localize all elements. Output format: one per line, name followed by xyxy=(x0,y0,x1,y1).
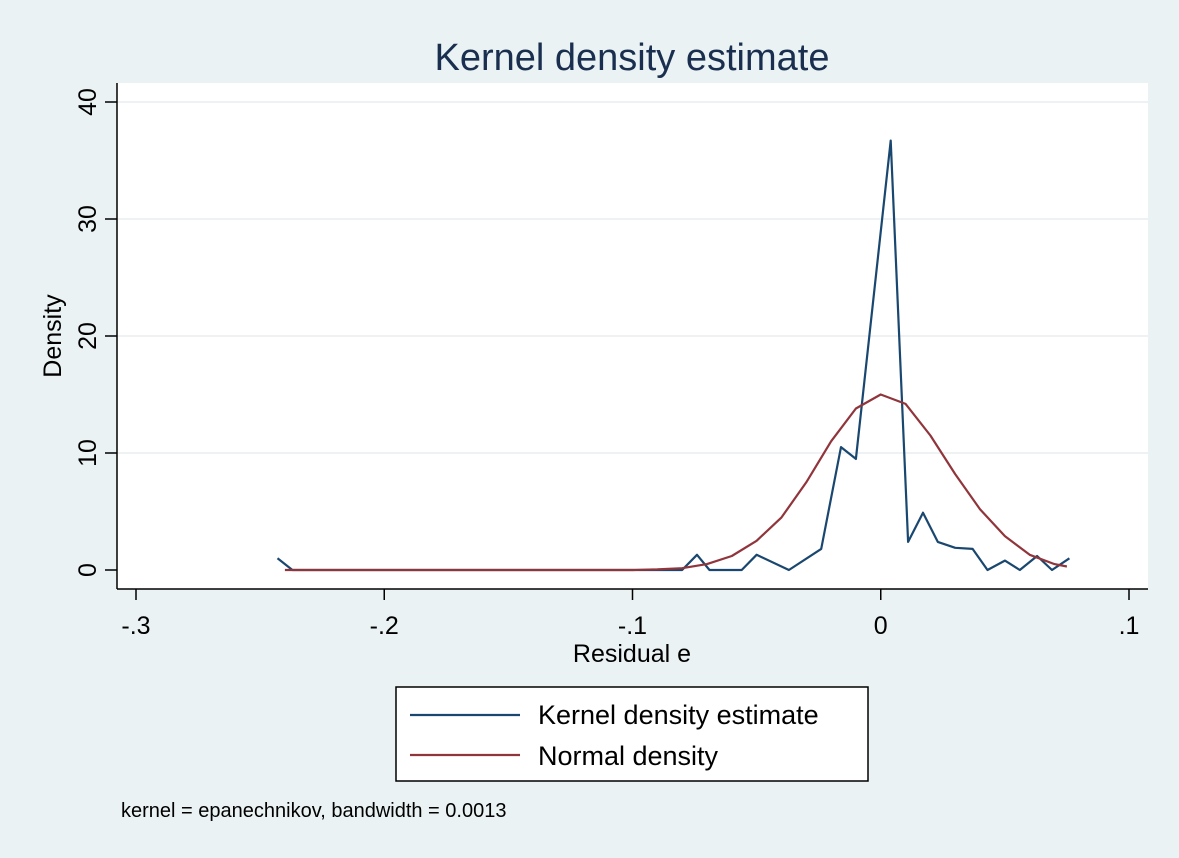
x-tick-label: 0 xyxy=(874,612,888,640)
y-tick-label: 0 xyxy=(74,563,102,577)
y-tick-label: 30 xyxy=(74,205,102,233)
axes: 0 10 20 30 40 -.3 -.2 -.1 0 .1 xyxy=(74,83,1148,640)
chart-title: Kernel density estimate xyxy=(435,37,830,79)
y-axis-label: Density xyxy=(39,294,67,378)
x-tick-label: .1 xyxy=(1119,612,1140,640)
y-tick-label: 20 xyxy=(74,322,102,350)
series-lines xyxy=(276,139,1071,572)
gridlines xyxy=(117,101,1148,454)
series-normal-density-line xyxy=(284,393,1068,572)
legend-box xyxy=(395,686,869,782)
y-tick-label: 40 xyxy=(74,88,102,116)
chart-note: kernel = epanechnikov, bandwidth = 0.001… xyxy=(121,800,506,822)
legend-label-kernel: Kernel density estimate xyxy=(538,700,819,730)
legend-label-normal: Normal density xyxy=(538,741,719,771)
x-tick-label: -.3 xyxy=(121,612,150,640)
x-tick-label: -.1 xyxy=(618,612,647,640)
x-tick-label: -.2 xyxy=(370,612,399,640)
x-axis-label: Residual e xyxy=(573,640,691,668)
legend: Kernel density estimate Normal density xyxy=(395,686,869,782)
y-tick-label: 10 xyxy=(74,439,102,467)
